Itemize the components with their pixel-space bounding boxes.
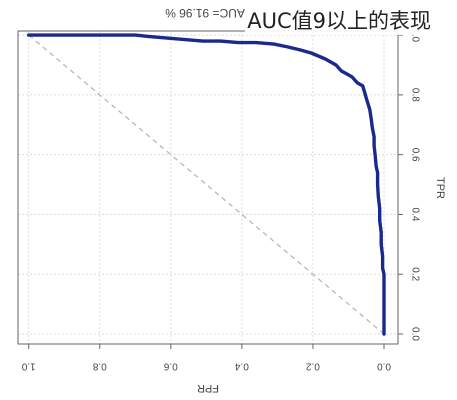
grid	[18, 31, 398, 344]
axis-ticks: 0.0 0.2 0.4 0.6 0.8 1.0 0.0 0.2 0.4 0.6 0.8 1.0	[21, 28, 420, 371]
y-tick-label: 0.0	[409, 327, 420, 341]
overlay-caption: AUC值9以上的表现	[245, 7, 433, 35]
y-tick-label: 0.8	[409, 88, 420, 102]
x-tick-label: 0.0	[377, 360, 391, 371]
x-tick-label: 1.0	[21, 360, 35, 371]
y-tick-label: 1.0	[409, 28, 420, 42]
x-axis-label: FPR	[197, 382, 219, 394]
plot-frame	[17, 30, 399, 345]
reference-diagonal-line	[28, 34, 385, 335]
x-tick-label: 0.2	[306, 360, 320, 371]
y-tick-label: 0.6	[409, 148, 420, 162]
roc-curve-line	[27, 33, 386, 336]
x-tick-label: 0.4	[234, 360, 248, 371]
chart-title: AUC= 91.96 %	[165, 6, 245, 20]
x-tick-label: 0.8	[92, 360, 106, 371]
x-tick-label: 0.6	[163, 360, 177, 371]
y-tick-label: 0.2	[409, 267, 420, 281]
y-tick-label: 0.4	[409, 207, 420, 221]
y-axis-label: TPR	[434, 177, 446, 199]
